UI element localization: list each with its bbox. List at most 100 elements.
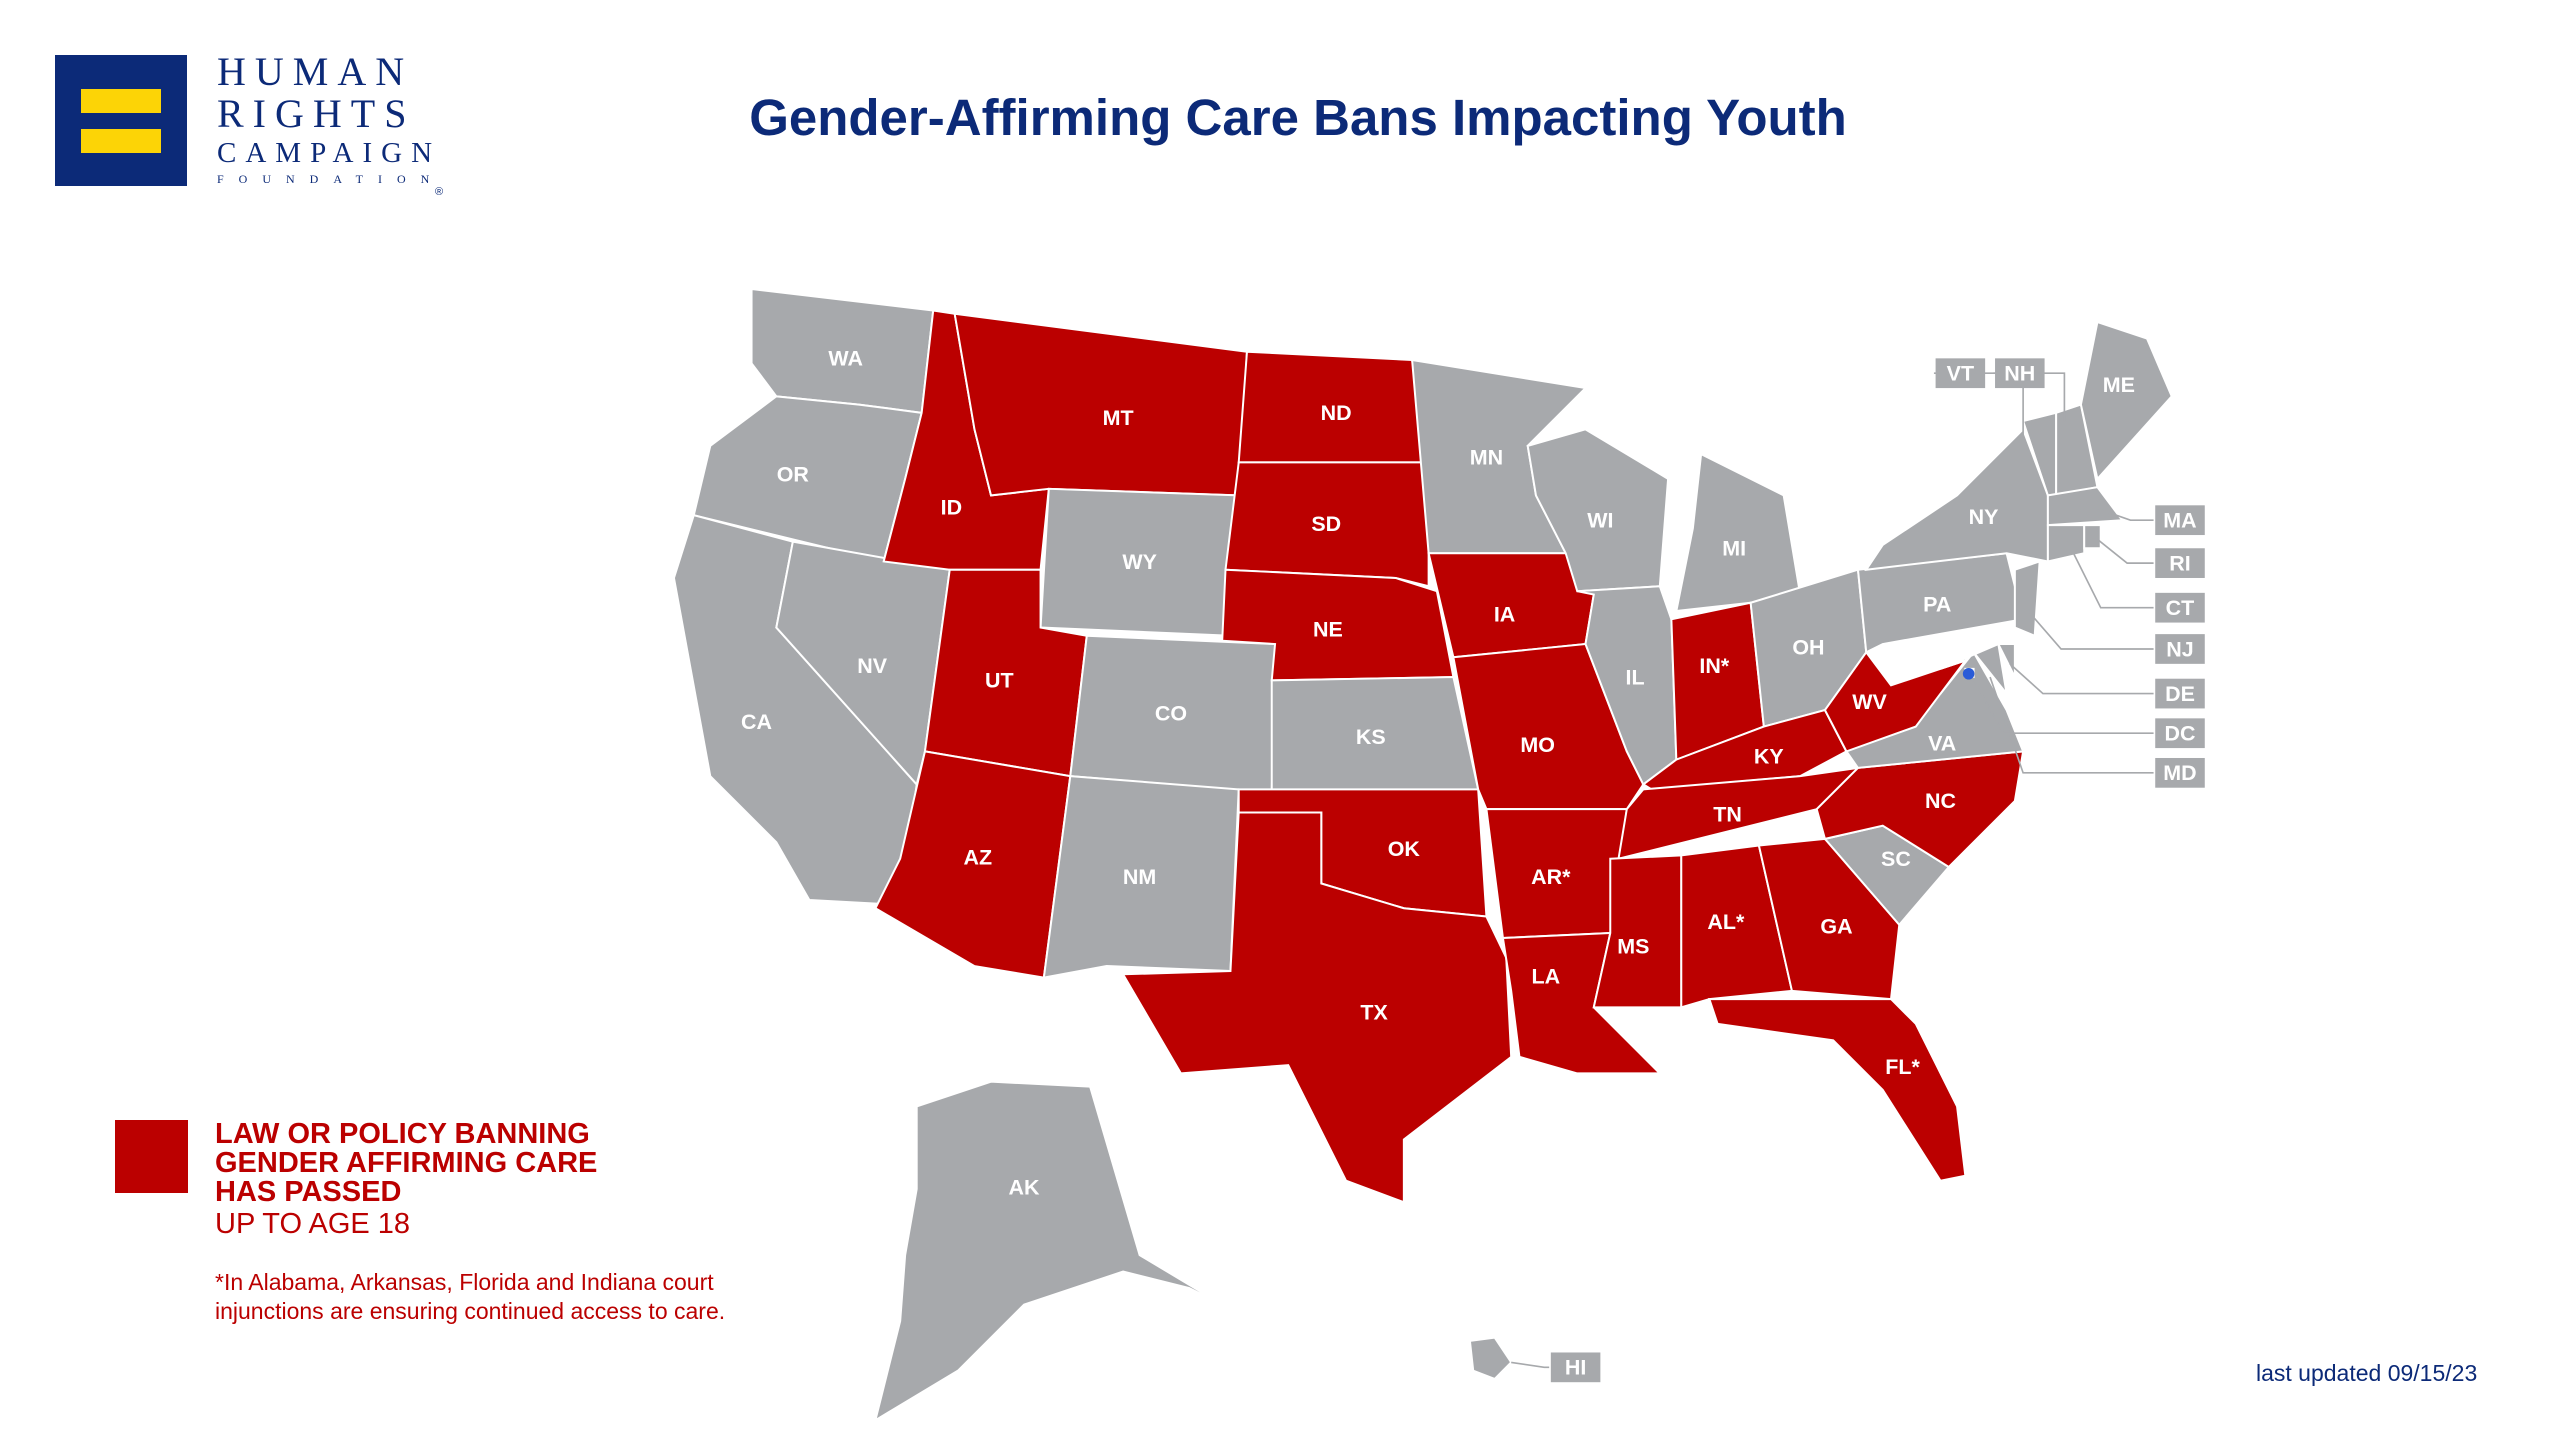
state-label-wa: WA <box>828 347 863 371</box>
legend-label: GENDER AFFIRMING CARE <box>215 1147 598 1179</box>
state-label-la: LA <box>1532 964 1561 988</box>
registered-mark: ® <box>435 186 444 198</box>
state-label-al: AL* <box>1707 910 1745 934</box>
state-label-in: IN* <box>1699 654 1729 678</box>
state-label-az: AZ <box>963 845 992 869</box>
state-de[interactable] <box>1996 643 2016 678</box>
state-tx[interactable] <box>1121 811 1513 1204</box>
last-updated: last updated 09/15/23 <box>2256 1360 2478 1386</box>
callout-box-hi <box>1550 1352 1601 1383</box>
logo-line: HUMAN <box>217 49 414 94</box>
state-label-pa: PA <box>1923 593 1951 617</box>
state-sd[interactable] <box>1224 461 1430 588</box>
state-label-mo: MO <box>1520 733 1555 757</box>
state-label-hi: HI <box>1565 1356 1586 1380</box>
state-ct[interactable] <box>2046 524 2086 563</box>
legend-swatch-banned <box>115 1120 188 1193</box>
state-ma[interactable] <box>2046 486 2125 527</box>
state-ak[interactable] <box>873 1080 1223 1423</box>
state-label-ma: MA <box>2163 509 2196 533</box>
legend: LAW OR POLICY BANNING GENDER AFFIRMING C… <box>215 1120 597 1241</box>
callout-line <box>2093 536 2154 564</box>
state-label-ga: GA <box>1820 915 1852 939</box>
state-label-oh: OH <box>1792 636 1824 660</box>
callout-box-ct <box>2155 592 2205 623</box>
state-label-ne: NE <box>1313 617 1343 641</box>
logo-wordmark: HUMAN RIGHTS CAMPAIGN FOUNDATION <box>217 51 444 187</box>
state-label-id: ID <box>941 495 962 519</box>
state-label-sd: SD <box>1311 512 1341 536</box>
callout-box-de <box>2155 678 2205 709</box>
state-ky[interactable] <box>1641 708 1848 791</box>
state-label-md: MD <box>2163 761 2196 785</box>
state-ga[interactable] <box>1757 837 1901 1001</box>
footnote-line: *In Alabama, Arkansas, Florida and India… <box>215 1269 714 1295</box>
state-label-ms: MS <box>1617 935 1649 959</box>
state-label-wi: WI <box>1587 509 1613 533</box>
logo-line: CAMPAIGN <box>217 137 442 169</box>
state-label-ri: RI <box>2169 551 2190 575</box>
state-ms[interactable] <box>1592 854 1683 1009</box>
state-label-nd: ND <box>1321 401 1352 425</box>
state-label-tn: TN <box>1713 802 1742 826</box>
callout-line <box>1989 676 2154 774</box>
state-ri[interactable] <box>2083 524 2102 550</box>
state-md[interactable] <box>1940 642 2009 698</box>
callout-line <box>2066 541 2154 609</box>
state-label-nc: NC <box>1925 789 1956 813</box>
state-hi[interactable] <box>1468 1336 1513 1381</box>
state-label-ut: UT <box>985 669 1014 693</box>
state-mi[interactable] <box>1675 452 1802 613</box>
logo-line: RIGHTS <box>217 91 416 136</box>
equality-logo-icon <box>55 55 187 186</box>
state-label-ia: IA <box>1494 603 1515 627</box>
legend-label: HAS PASSED <box>215 1176 402 1208</box>
state-mt[interactable] <box>953 312 1249 497</box>
callout-box-ri <box>2155 548 2205 578</box>
state-al[interactable] <box>1680 844 1794 1009</box>
legend-sublabel: UP TO AGE 18 <box>215 1208 411 1240</box>
state-label-tx: TX <box>1360 1001 1388 1025</box>
footnote-line: injunctions are ensuring continued acces… <box>215 1298 726 1324</box>
legend-label: LAW OR POLICY BANNING <box>215 1118 590 1150</box>
state-nm[interactable] <box>1042 775 1240 979</box>
footnote: *In Alabama, Arkansas, Florida and India… <box>215 1268 725 1326</box>
callout-box-dc <box>2155 718 2205 749</box>
callout-box-md <box>2155 757 2205 788</box>
state-nj[interactable] <box>2013 560 2041 638</box>
callout-box-vt <box>1935 358 1986 389</box>
state-label-fl: FL* <box>1885 1055 1920 1079</box>
state-label-me: ME <box>2103 373 2135 397</box>
state-label-nh: NH <box>2004 362 2035 386</box>
state-label-ak: AK <box>1009 1176 1040 1200</box>
state-fl[interactable] <box>1707 998 1967 1182</box>
callout-line <box>2097 507 2154 522</box>
state-label-ct: CT <box>2166 596 2195 620</box>
state-label-il: IL <box>1626 665 1645 689</box>
state-label-mt: MT <box>1103 406 1134 430</box>
state-ny[interactable] <box>1864 427 2049 571</box>
state-label-ok: OK <box>1388 837 1421 861</box>
state-me[interactable] <box>2079 320 2173 481</box>
state-label-wy: WY <box>1122 550 1157 574</box>
state-label-or: OR <box>777 462 810 486</box>
state-label-va: VA <box>1928 731 1956 755</box>
state-label-co: CO <box>1155 702 1187 726</box>
state-label-dc: DC <box>2164 722 2195 746</box>
state-label-nj: NJ <box>2166 637 2193 661</box>
state-label-mi: MI <box>1722 537 1746 561</box>
state-label-ks: KS <box>1356 725 1386 749</box>
page-title: Gender-Affirming Care Bans Impacting You… <box>749 89 1847 146</box>
callout-line <box>2027 610 2154 650</box>
callout-box-nh <box>1995 358 2045 389</box>
state-label-sc: SC <box>1881 847 1911 871</box>
state-label-ky: KY <box>1754 745 1784 769</box>
state-label-ar: AR* <box>1531 865 1571 889</box>
dc-marker <box>1962 667 1975 680</box>
callout-box-ma <box>2155 505 2205 536</box>
state-label-de: DE <box>2165 682 2195 706</box>
callout-box-nj <box>2155 634 2205 664</box>
callout-line <box>2009 663 2154 695</box>
state-label-wv: WV <box>1852 690 1887 714</box>
